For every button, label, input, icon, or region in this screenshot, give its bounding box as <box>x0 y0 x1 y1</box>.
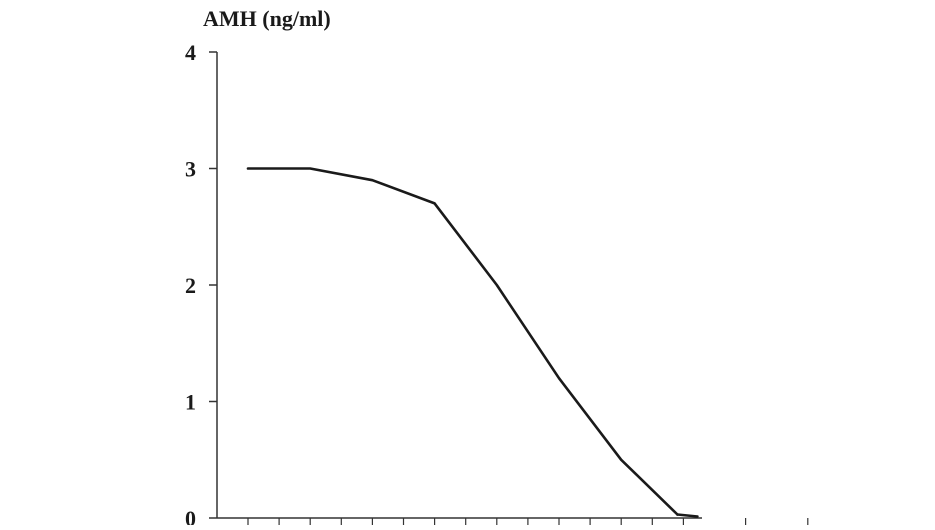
series-line-tail <box>676 513 699 518</box>
y-axis-ticks: 0 1 2 3 4 <box>185 40 217 530</box>
y-axis-label: AMH (ng/ml) <box>203 6 331 31</box>
y-tick-label: 4 <box>185 40 196 65</box>
series-line <box>246 167 679 516</box>
series-layer <box>246 167 699 518</box>
x-axis-ticks <box>247 518 809 526</box>
y-tick-label: 2 <box>185 273 196 298</box>
y-tick-label: 3 <box>185 157 196 182</box>
y-tick-label: 1 <box>185 390 196 415</box>
axes <box>216 52 702 519</box>
y-tick-label: 0 <box>185 506 196 525</box>
